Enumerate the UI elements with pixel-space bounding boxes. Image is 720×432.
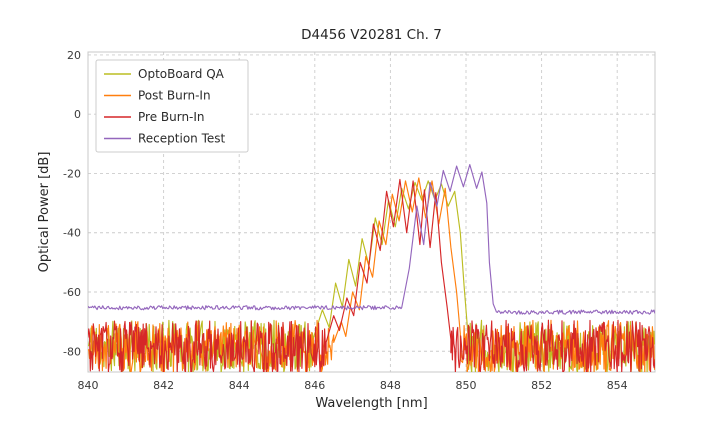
series-reception-test — [88, 164, 655, 315]
x-tick-label: 842 — [153, 379, 174, 392]
legend-label: Post Burn-In — [138, 89, 211, 103]
y-tick-label: -80 — [63, 345, 81, 358]
x-tick-label: 854 — [607, 379, 628, 392]
series-post-burn-in — [88, 177, 655, 372]
x-axis-label: Wavelength [nm] — [315, 396, 428, 411]
x-tick-label: 846 — [304, 379, 325, 392]
y-tick-label: -20 — [63, 167, 81, 180]
plot-border — [87, 51, 656, 373]
y-tick-label: -40 — [63, 227, 81, 240]
y-tick-label: -60 — [63, 286, 81, 299]
legend-label: Reception Test — [138, 132, 226, 146]
x-tick-label: 844 — [229, 379, 250, 392]
y-tick-label: 0 — [74, 108, 81, 121]
x-tick-label: 840 — [78, 379, 99, 392]
chart-title: D4456 V20281 Ch. 7 — [301, 27, 442, 43]
legend-label: Pre Burn-In — [138, 110, 205, 124]
legend-box — [95, 59, 249, 153]
x-tick-label: 850 — [456, 379, 477, 392]
series-pre-burn-in — [88, 178, 655, 372]
y-tick-label: 20 — [67, 49, 81, 62]
legend: OptoBoard QA Post Burn-In Pre Burn-In Recep… — [95, 59, 249, 153]
legend-label: OptoBoard QA — [138, 67, 225, 81]
x-tick-label: 848 — [380, 379, 401, 392]
x-tick-label: 852 — [531, 379, 552, 392]
